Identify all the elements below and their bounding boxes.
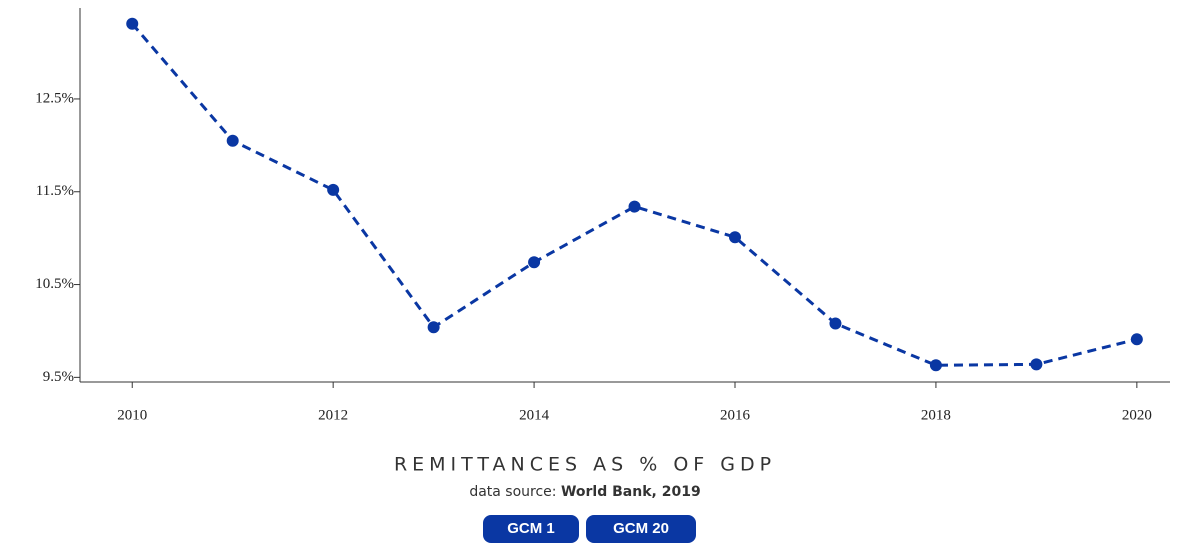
button-bg[interactable] bbox=[586, 515, 696, 543]
y-tick-label: 12.5% bbox=[35, 90, 74, 106]
x-tick-label: 2010 bbox=[117, 407, 147, 423]
x-tick-label: 2012 bbox=[318, 407, 348, 423]
y-tick-label: 10.5% bbox=[35, 276, 74, 292]
button-bg[interactable] bbox=[483, 515, 579, 543]
source: World Bank, 2019 bbox=[561, 484, 701, 500]
chart-title: REMITTANCES AS % OF GDP bbox=[394, 454, 776, 476]
x-tick-label: 2016 bbox=[720, 407, 751, 423]
source-text: data source: World Bank, 2019 bbox=[469, 484, 700, 500]
point bbox=[528, 256, 541, 269]
x-tick-label: 2014 bbox=[519, 407, 550, 423]
point bbox=[327, 183, 340, 196]
x-tick-label: 2020 bbox=[1122, 407, 1152, 423]
point bbox=[126, 17, 139, 30]
y-tick-label: 9.5% bbox=[43, 369, 74, 385]
source-label: data source: bbox=[469, 484, 556, 500]
y-tick-label: 11.5% bbox=[36, 183, 74, 199]
point bbox=[829, 317, 842, 330]
point bbox=[729, 231, 742, 244]
x-tick-label: 2018 bbox=[921, 407, 951, 423]
point bbox=[1130, 333, 1143, 346]
point bbox=[427, 321, 440, 334]
point bbox=[226, 134, 239, 147]
button[interactable]: GCM 20 bbox=[586, 515, 696, 543]
button-label[interactable]: GCM 1 bbox=[507, 520, 555, 537]
point bbox=[929, 359, 942, 372]
button[interactable]: GCM 1 bbox=[483, 515, 579, 543]
button-label[interactable]: GCM 20 bbox=[613, 520, 669, 537]
line bbox=[131, 22, 1138, 367]
point bbox=[628, 200, 641, 213]
point bbox=[1030, 358, 1043, 371]
